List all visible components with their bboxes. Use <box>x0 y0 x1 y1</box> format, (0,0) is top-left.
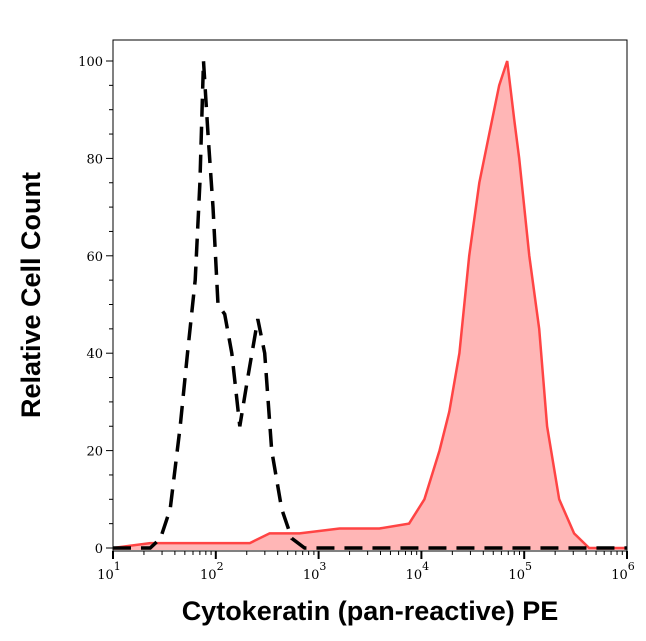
y-tick-label: 20 <box>86 445 103 460</box>
x-tick-base: 10 <box>611 568 628 583</box>
y-tick-label: 0 <box>95 542 103 557</box>
x-tick-exponent: 4 <box>422 560 429 573</box>
x-tick-exponent: 2 <box>217 560 224 573</box>
y-tick-label: 80 <box>86 152 103 167</box>
x-tick-base: 10 <box>200 568 217 583</box>
x-tick-label: 106 <box>611 560 635 583</box>
plot-frame <box>112 39 628 552</box>
series-1-line <box>112 60 627 550</box>
x-tick-base: 10 <box>508 568 525 583</box>
series-layer <box>112 60 627 550</box>
x-tick-label: 101 <box>97 560 121 583</box>
y-tick-label: 40 <box>86 347 103 362</box>
x-tick-label: 105 <box>508 560 532 583</box>
x-tick-base: 10 <box>406 568 423 583</box>
y-axis-title: Relative Cell Count <box>16 172 46 418</box>
y-tick-label: 100 <box>78 55 103 70</box>
x-tick-base: 10 <box>97 568 114 583</box>
x-tick-exponent: 5 <box>525 560 532 573</box>
x-tick-base: 10 <box>303 568 320 583</box>
x-tick-label: 102 <box>200 560 224 583</box>
series-0-line <box>113 60 627 550</box>
x-tick-label: 104 <box>406 560 430 583</box>
x-tick-exponent: 1 <box>114 560 121 573</box>
x-tick-exponent: 6 <box>628 560 635 573</box>
series-1-area <box>113 61 627 550</box>
x-tick-exponent: 3 <box>319 560 326 573</box>
y-tick-label: 60 <box>86 250 103 265</box>
x-axis-title: Cytokeratin (pan-reactive) PE <box>182 596 559 626</box>
x-tick-label: 103 <box>303 560 327 583</box>
